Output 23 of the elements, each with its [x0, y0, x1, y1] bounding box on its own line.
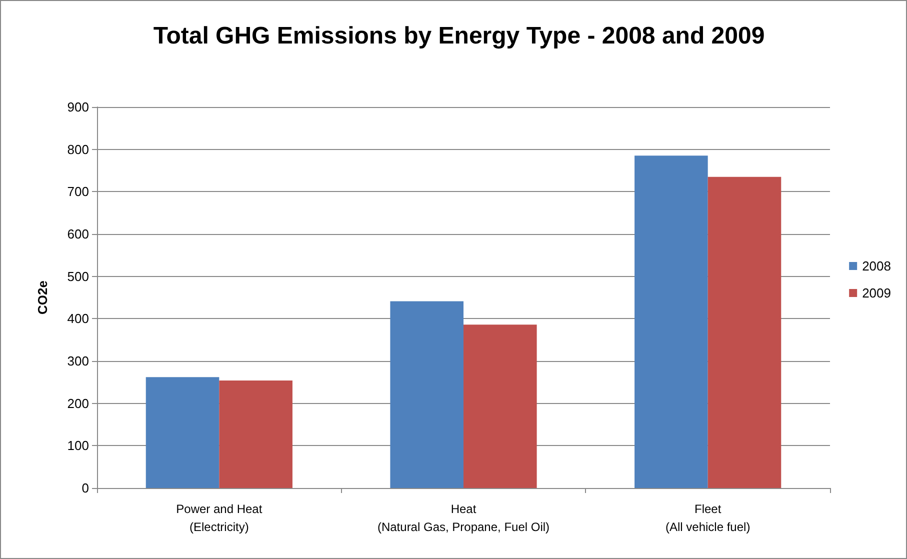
legend-label: 2009	[862, 286, 891, 300]
y-tick-label: 300	[67, 354, 89, 368]
y-axis-title: CO2e	[35, 280, 50, 314]
bar	[390, 301, 464, 488]
x-tick-label: Fleet (All vehicle fuel)	[665, 502, 750, 534]
x-tick-label: Power and Heat (Electricity)	[176, 502, 263, 534]
chart-title: Total GHG Emissions by Energy Type - 2008 and 2009	[153, 22, 765, 50]
bar	[708, 176, 782, 488]
y-tick-label: 900	[67, 100, 89, 114]
bar	[634, 156, 708, 488]
y-tick-label: 100	[67, 438, 89, 454]
y-tick-label: 200	[67, 396, 89, 411]
bar	[464, 324, 537, 488]
y-tick-label: 500	[67, 268, 89, 284]
bar	[219, 380, 292, 488]
y-tick-label: 0	[82, 480, 89, 496]
legend-label: 2008	[862, 258, 891, 274]
x-tick-label: Heat (Natural Gas, Propane, Fuel Oil)	[377, 502, 550, 534]
y-tick-label: 600	[67, 226, 89, 242]
bar	[146, 377, 220, 488]
y-tick-label: 400	[67, 311, 89, 326]
y-tick-label: 700	[67, 184, 89, 200]
y-tick-label: 800	[67, 142, 89, 157]
